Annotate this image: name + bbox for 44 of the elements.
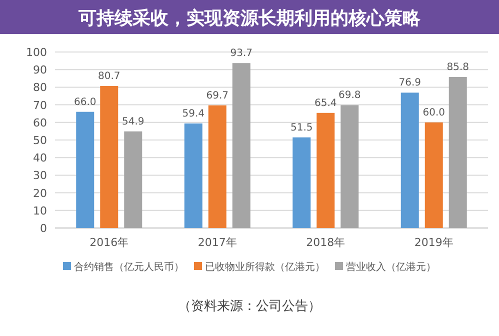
y-tick-label: 60 [33, 116, 47, 130]
y-tick-label: 40 [33, 152, 47, 165]
x-tick-label: 2017年 [198, 236, 237, 249]
data-label: 66.0 [74, 96, 96, 108]
y-tick-label: 70 [33, 98, 47, 112]
bar [76, 112, 94, 228]
data-label: 80.7 [98, 70, 120, 82]
y-tick-label: 0 [40, 222, 47, 235]
x-tick-label: 2018年 [306, 236, 346, 249]
legend-label: 合约销售（亿元人民币） [74, 261, 184, 273]
bar [208, 105, 226, 228]
chart-title: 可持续采收，实现资源长期利用的核心策略 [78, 8, 422, 29]
data-label: 59.4 [182, 108, 205, 120]
y-tick-label: 100 [26, 46, 47, 59]
bar [424, 122, 443, 228]
y-tick-label: 20 [33, 186, 47, 200]
y-tick-label: 50 [33, 134, 47, 147]
data-label: 69.7 [206, 90, 229, 102]
bar [232, 63, 250, 228]
y-tick-label: 80 [33, 81, 47, 94]
y-tick-label: 30 [33, 169, 47, 182]
bar [316, 112, 335, 228]
data-label: 69.8 [338, 90, 361, 102]
legend-label: 营业收入（亿港元） [346, 261, 436, 273]
data-label: 93.7 [230, 48, 253, 60]
legend-label: 已收物业所得款（亿港元） [205, 261, 325, 273]
bar [100, 86, 118, 228]
text: （资料来源：公司公告） [178, 299, 321, 314]
x-tick-label: 2019年 [414, 236, 454, 249]
data-label: 85.8 [446, 62, 470, 73]
y-tick-label: 90 [33, 64, 47, 77]
bar [448, 76, 467, 228]
x-tick-label: 2016年 [90, 236, 129, 249]
data-label: 54.9 [122, 116, 144, 128]
bar [184, 123, 202, 228]
y-tick-label: 10 [33, 204, 47, 218]
bar [340, 105, 359, 228]
bar [124, 131, 142, 228]
bar [292, 137, 311, 228]
data-label: 60.0 [422, 107, 446, 118]
data-label: 65.4 [314, 98, 337, 109]
data-label: 51.5 [290, 122, 313, 134]
bar [400, 92, 419, 228]
data-label: 76.9 [398, 78, 422, 89]
